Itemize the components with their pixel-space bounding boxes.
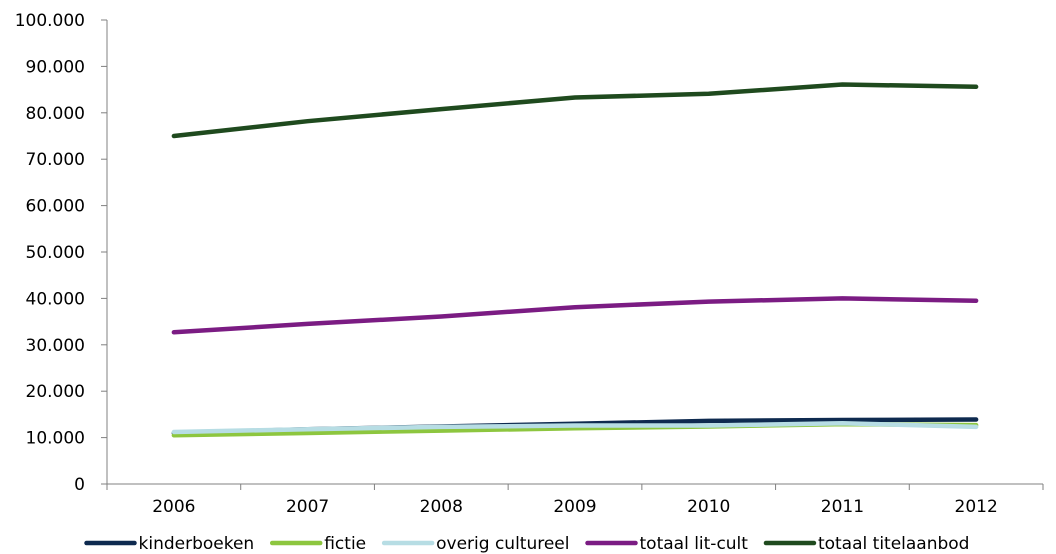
y-tick-label: 70.000 bbox=[26, 150, 85, 170]
x-tick-label: 2006 bbox=[152, 497, 195, 517]
legend-label: overig cultureel bbox=[436, 534, 569, 554]
y-tick-label: 60.000 bbox=[26, 197, 85, 217]
legend-item: kinderboeken bbox=[84, 534, 255, 554]
y-tick-label: 20.000 bbox=[26, 382, 85, 402]
series-line-totaal-titelaanbod bbox=[171, 82, 979, 139]
legend-item: totaal titelaanbod bbox=[763, 534, 970, 554]
legend-item: fictie bbox=[269, 534, 366, 554]
x-tick-label: 2010 bbox=[687, 497, 730, 517]
legend-item: totaal lit-cult bbox=[585, 534, 749, 554]
x-tick-label: 2007 bbox=[286, 497, 329, 517]
y-tick-label: 80.000 bbox=[26, 104, 85, 124]
x-axis: 2006 2007 2008 2009 2010 2011 2012 bbox=[106, 483, 1044, 517]
legend: kinderboeken fictie overig cultureel totaal… bbox=[84, 534, 970, 554]
x-tick-label: 2009 bbox=[553, 497, 596, 517]
legend-label: totaal lit-cult bbox=[640, 534, 749, 554]
x-tick-label: 2008 bbox=[420, 497, 463, 517]
y-tick-label: 50.000 bbox=[26, 243, 85, 263]
y-tick-label: 30.000 bbox=[26, 336, 85, 356]
series-line-overig-cultureel bbox=[171, 420, 979, 435]
legend-item: overig cultureel bbox=[381, 534, 570, 554]
series-lines bbox=[171, 82, 979, 438]
series-line-totaal-lit-cult bbox=[171, 296, 979, 335]
y-axis: 0 10.000 20.000 30.000 40.000 50.000 60.000 70.… bbox=[15, 11, 108, 495]
y-tick-label: 100.000 bbox=[15, 11, 85, 31]
legend-label: fictie bbox=[324, 534, 366, 554]
x-tick-label: 2011 bbox=[821, 497, 864, 517]
y-tick-label: 40.000 bbox=[26, 289, 85, 309]
y-tick-label: 0 bbox=[74, 475, 85, 495]
x-tick-label: 2012 bbox=[955, 497, 998, 517]
legend-label: totaal titelaanbod bbox=[818, 534, 970, 554]
y-tick-label: 10.000 bbox=[26, 429, 85, 449]
legend-label: kinderboeken bbox=[139, 534, 255, 554]
y-tick-label: 90.000 bbox=[26, 57, 85, 77]
